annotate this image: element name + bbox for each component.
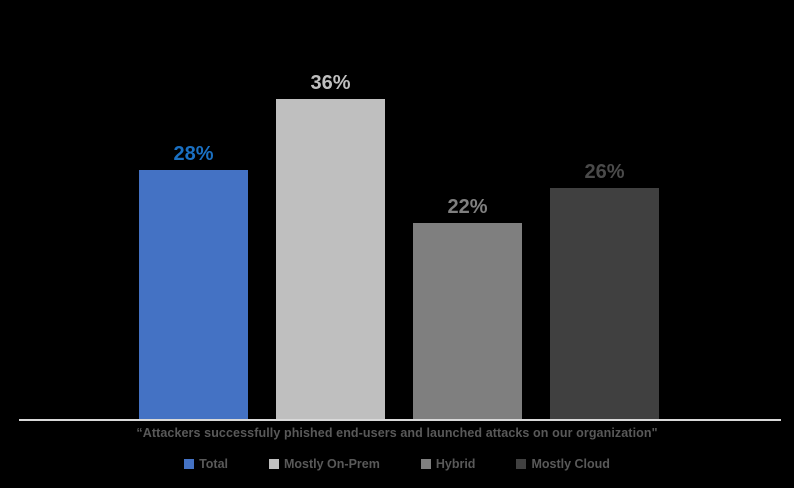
plot-area: 28% 36% 22% 26% bbox=[139, 72, 659, 419]
legend-swatch-mostly-on-prem bbox=[269, 459, 279, 469]
legend: Total Mostly On-Prem Hybrid Mostly Cloud bbox=[0, 457, 794, 471]
bar-total bbox=[139, 170, 248, 419]
legend-item-mostly-on-prem: Mostly On-Prem bbox=[269, 457, 380, 471]
legend-item-mostly-cloud: Mostly Cloud bbox=[516, 457, 610, 471]
bar-value-label-mostly-on-prem: 36% bbox=[310, 72, 351, 94]
bar-value-label-hybrid: 22% bbox=[447, 196, 488, 218]
legend-swatch-mostly-cloud bbox=[516, 459, 527, 469]
bar-mostly-on-prem bbox=[276, 99, 385, 419]
legend-label-mostly-cloud: Mostly Cloud bbox=[531, 457, 610, 471]
legend-swatch-total bbox=[184, 459, 195, 469]
legend-item-total: Total bbox=[184, 457, 228, 471]
bar-value-label-total: 28% bbox=[173, 143, 214, 165]
bar-group-hybrid: 22% bbox=[413, 196, 522, 419]
category-axis-label: “Attackers successfully phished end-user… bbox=[136, 426, 658, 440]
bar-group-total: 28% bbox=[139, 143, 248, 419]
bar-group-mostly-cloud: 26% bbox=[550, 161, 659, 419]
legend-item-hybrid: Hybrid bbox=[420, 457, 476, 471]
legend-swatch-hybrid bbox=[420, 459, 431, 469]
x-axis-line bbox=[19, 419, 781, 421]
bar-value-label-mostly-cloud: 26% bbox=[584, 161, 625, 183]
bar-hybrid bbox=[413, 223, 522, 419]
bar-group-mostly-on-prem: 36% bbox=[276, 72, 385, 419]
legend-label-total: Total bbox=[199, 457, 228, 471]
legend-label-hybrid: Hybrid bbox=[435, 457, 476, 471]
legend-label-mostly-on-prem: Mostly On-Prem bbox=[284, 457, 380, 471]
bar-mostly-cloud bbox=[550, 188, 659, 419]
